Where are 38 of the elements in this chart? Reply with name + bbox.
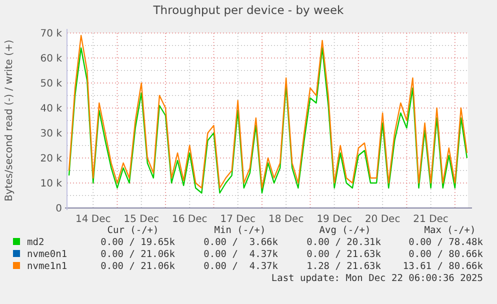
x-tick-label: 21 Dec (413, 214, 448, 225)
text: 0.00 / 20.31k (306, 237, 382, 248)
x-tick-label: 14 Dec (76, 214, 111, 225)
y-tick-label: 30 k (40, 128, 62, 140)
legend-label: nvme0n1 (27, 249, 68, 260)
text: 0.00 / 21.06k (100, 249, 176, 260)
x-tick-label: 20 Dec (364, 214, 400, 225)
x-tick-label: 19 Dec (316, 214, 352, 225)
x-tick-label: 16 Dec (172, 214, 208, 225)
text: 0.00 / 4.37k (204, 249, 278, 260)
chart-title: Throughput per device - by week (152, 3, 344, 17)
text: 0.00 / 80.66k (408, 249, 484, 260)
text: 0.00 / 4.37k (204, 261, 278, 272)
text: 13.61 / 80.66k (402, 261, 484, 272)
text: 0.00 / 21.06k (100, 261, 176, 272)
legend-label: md2 (27, 237, 44, 248)
text: Cur (-/+) (107, 225, 159, 236)
text: 0.00 / 21.63k (306, 249, 382, 260)
y-axis-title: Bytes/second read (-) / write (+) (4, 40, 15, 202)
x-tick-label: 18 Dec (268, 214, 304, 225)
x-tick-label: 15 Dec (124, 214, 160, 225)
text: Min (-/+) (214, 225, 266, 236)
text: Last update: Mon Dec 22 06:00:36 2025 (271, 273, 483, 284)
text: 0.00 / 3.66k (204, 237, 278, 248)
y-tick-label: 20 k (40, 154, 62, 164)
legend-label: nvme1n1 (27, 261, 68, 272)
y-tick-label: 60 k (40, 54, 62, 64)
text: 0.00 / 78.48k (408, 237, 484, 248)
text: 1.28 / 21.63k (306, 261, 382, 272)
text: 0.00 / 19.65k (100, 237, 176, 248)
y-tick-label: 10 k (40, 178, 62, 190)
y-tick-label: 70 k (40, 28, 62, 40)
y-tick-label: 50 k (40, 78, 62, 90)
y-tick-label: 40 k (40, 104, 62, 114)
text: Avg (-/+) (319, 225, 371, 236)
x-tick-label: 17 Dec (220, 214, 256, 225)
text: Max (-/+) (424, 225, 476, 236)
y-tick-label: 0 (56, 204, 62, 214)
